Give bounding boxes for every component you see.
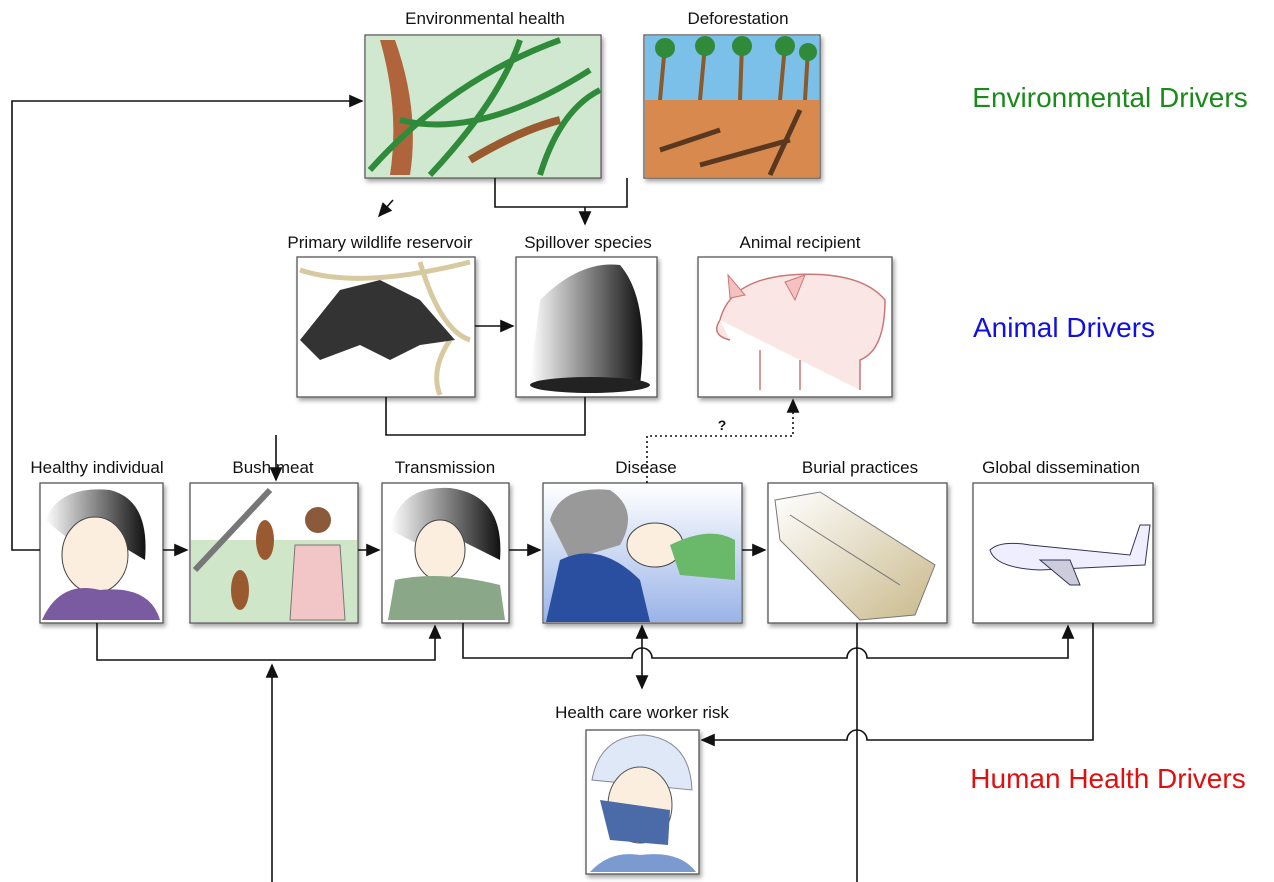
node-label: Transmission	[395, 458, 495, 477]
driver-label: Environmental Drivers	[972, 82, 1247, 113]
node-label: Primary wildlife reservoir	[287, 233, 472, 252]
node-burial	[768, 483, 947, 623]
node-label: Deforestation	[687, 9, 788, 28]
node-pig	[698, 257, 892, 397]
node-label: Spillover species	[524, 233, 652, 252]
node-transmission	[382, 483, 509, 623]
node-healthy-individual	[40, 483, 163, 623]
node-label: Burial practices	[802, 458, 918, 477]
node-label: Environmental health	[405, 9, 565, 28]
annotation: ?	[718, 417, 727, 433]
diagram: Environmental health Deforestation Prima…	[0, 0, 1274, 882]
node-label: Global dissemination	[982, 458, 1140, 477]
node-bat	[297, 257, 475, 397]
node-health-care-worker	[586, 730, 699, 874]
node-label: Disease	[615, 458, 676, 477]
node-environmental-health	[365, 35, 601, 178]
node-label: Animal recipient	[740, 233, 861, 252]
node-bush-meat	[190, 483, 358, 623]
node-label: Bush meat	[232, 458, 314, 477]
node-global-dissemination	[973, 483, 1153, 623]
driver-label: Human Health Drivers	[970, 763, 1245, 794]
node-label: Healthy individual	[30, 458, 163, 477]
driver-label: Animal Drivers	[973, 312, 1155, 343]
node-gorilla	[516, 257, 657, 397]
node-deforestation	[644, 35, 820, 178]
node-label: Health care worker risk	[555, 703, 729, 722]
node-disease	[543, 483, 742, 623]
